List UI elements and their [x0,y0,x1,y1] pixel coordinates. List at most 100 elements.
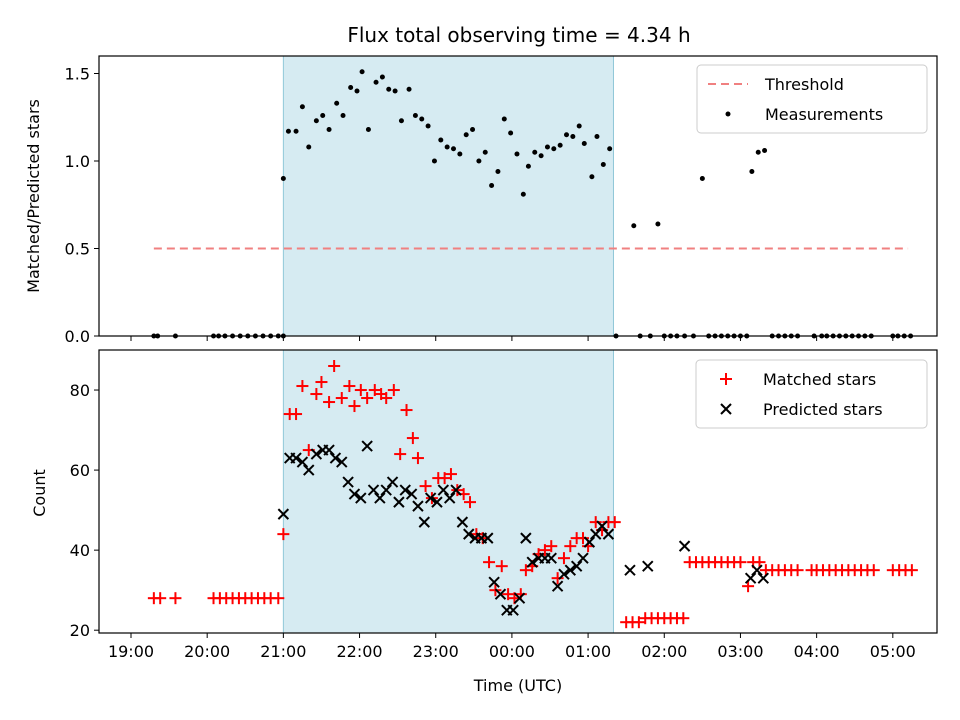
measurement-point [334,100,340,106]
predicted-star-point [583,536,596,548]
predicted-star-point [443,492,456,504]
measurement-point [354,88,360,94]
matched-star-point [315,376,328,389]
top-chart-title: Flux total observing time = 4.34 h [347,23,690,47]
matched-star-point [632,616,645,629]
measurement-point [532,149,538,155]
matched-star-point [272,592,285,605]
predicted-star-point [367,484,380,496]
top-y-axis-label: Matched/Predicted stars [24,99,43,293]
predicted-star-point [494,588,507,600]
matched-star-point [354,384,367,397]
measurement-point [631,223,637,229]
predicted-star-point [602,528,615,540]
legend-predicted-label: Predicted stars [763,400,883,419]
predicted-star-point [277,508,290,520]
top-x-ticks [130,336,894,341]
matched-star-point [464,496,477,509]
matched-star-point [483,556,496,569]
top-y-axis: 0.0 0.5 1.0 1.5 [65,65,99,346]
measurement-point [576,123,582,129]
matched-star-point [296,380,309,393]
top-shaded-region [282,55,614,337]
measurement-point [386,86,392,92]
predicted-star-point [751,564,763,576]
bottom-x-axis: 19:00 20:00 21:00 22:00 23:00 00:00 01:00 02:00… [108,633,916,661]
matched-star-point [867,564,880,577]
matched-star-point [444,468,457,481]
matched-star-point [502,588,515,601]
measurement-point [340,113,346,118]
matched-star-point [557,552,570,565]
measurement-point [425,123,431,129]
legend-measurements-label: Measurements [765,105,883,124]
measurement-point [326,127,332,132]
x-tick-label: 00:00 [489,642,535,661]
measurement-point [538,153,544,159]
matched-star-point [753,556,766,569]
measurement-point [419,116,425,122]
bottom-plot-frame [98,349,938,634]
predicted-star-point [290,452,302,464]
measurement-point [379,74,385,80]
predicted-star-point [507,604,519,616]
top-y-tick-label: 1.5 [65,65,90,84]
x-tick-label: 19:00 [108,642,154,661]
predicted-star-point [482,532,494,544]
matched-star-point [551,572,564,585]
legend-measurements-swatch [725,111,731,117]
predicted-star-point [577,552,589,564]
measurement-point [293,128,299,134]
matched-star-point [411,452,424,465]
predicted-star-point [329,452,342,464]
matched-stars-points [147,360,918,629]
predicted-star-point [678,540,691,552]
predicted-star-point [386,476,399,488]
x-tick-label: 02:00 [641,642,687,661]
measurement-point [313,118,319,124]
matched-star-point [564,540,577,553]
predicted-star-point [348,488,361,500]
legend-matched-swatch [720,373,732,385]
bottom-shaded-region [282,349,614,634]
legend-matched-label: Matched stars [763,370,876,389]
measurement-point [306,144,312,150]
measurement-point [482,149,488,155]
matched-star-point [519,564,532,577]
measurement-point [762,148,768,153]
predicted-star-point [380,484,392,496]
matched-star-point [343,380,356,393]
predicted-star-point [399,484,411,496]
x-tick-label: 21:00 [260,642,306,661]
predicted-star-point [744,572,757,584]
x-tick-label: 03:00 [717,642,763,661]
matched-star-point [361,392,374,405]
matched-star-point [905,564,918,577]
matched-star-point [791,564,804,577]
matched-star-point [394,448,407,461]
matched-star-point [380,392,393,405]
matched-star-point [323,396,336,409]
matched-star-point [742,580,755,593]
matched-star-point [545,540,558,553]
measurement-point [450,146,456,152]
measurement-point [285,128,291,134]
predicted-star-point [336,456,348,468]
matched-star-point [169,592,182,605]
measurement-point [551,146,557,152]
matched-star-point [154,592,167,605]
x-tick-label: 20:00 [184,642,230,661]
measurement-point [589,174,595,180]
measurement-point [489,183,495,188]
bottom-y-tick-label: 40 [70,541,90,560]
bottom-y-axis-label: Count [30,469,49,517]
measurement-point [655,221,661,227]
predicted-star-point [520,532,532,544]
measurement-point [594,134,600,139]
matched-star-point [368,384,381,397]
measurement-point [508,130,514,136]
measurement-point [348,85,354,90]
measurement-point [373,79,379,85]
measurement-point [570,134,576,139]
